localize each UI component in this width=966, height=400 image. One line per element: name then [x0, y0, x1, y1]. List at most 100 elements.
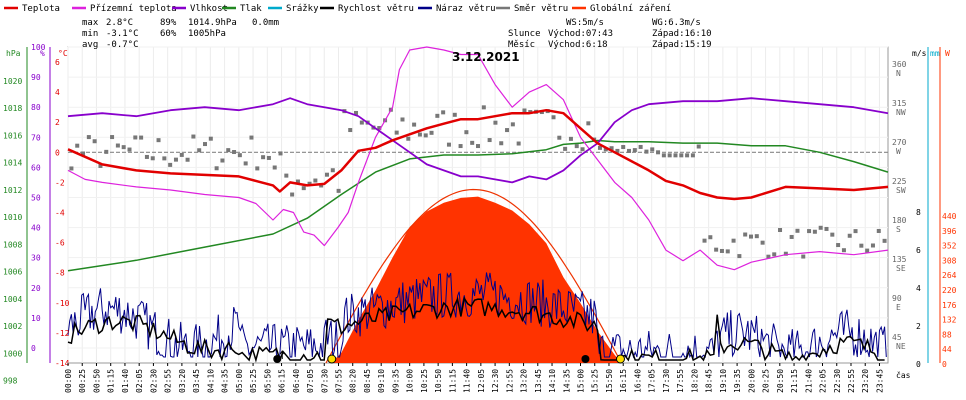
wind-dir-point	[760, 240, 765, 245]
wind-dir-point	[470, 140, 475, 145]
axis-label-mm: mm	[930, 49, 940, 58]
stat-max-temp: 2.8°C	[106, 18, 133, 28]
tick-direction: 360	[892, 60, 907, 69]
stat-sunset: Západ:16:10	[652, 29, 712, 39]
tick-direction: 45	[892, 333, 902, 342]
tick-w: 176	[942, 301, 957, 310]
wind-dir-point	[772, 252, 777, 257]
wind-dir-point	[597, 145, 602, 150]
tick-x: 06:40	[292, 369, 301, 393]
tick-x: 20:25	[762, 369, 771, 393]
tick-x: 17:30	[662, 369, 671, 393]
tick-x: 05:50	[263, 369, 272, 393]
tick-pct: 90	[31, 73, 41, 82]
tick-c: 0	[55, 148, 60, 157]
tick-hpa: 1004	[3, 295, 22, 304]
tick-x: 06:15	[278, 369, 287, 393]
tick-c: 4	[55, 88, 60, 97]
stat-moonrise: Východ:6:18	[548, 40, 608, 50]
wind-dir-point	[284, 173, 289, 178]
chart-title: 3.12.2021	[452, 50, 520, 64]
tick-hpa: 1012	[3, 186, 22, 195]
wind-dir-point	[661, 153, 666, 158]
tick-x: 11:40	[463, 369, 472, 393]
wind-dir-point	[324, 172, 329, 177]
wind-dir-point	[824, 226, 829, 231]
wind-dir-point	[789, 234, 794, 239]
wind-dir-point	[795, 228, 800, 233]
wind-dir-point	[708, 235, 713, 240]
wind-dir-point	[115, 143, 120, 148]
tick-hpa: 1016	[3, 131, 22, 140]
tick-w: 264	[942, 271, 957, 280]
stat-sun-label: Slunce	[508, 29, 541, 39]
legend-item: Náraz větru	[436, 4, 496, 14]
tick-c: -10	[55, 299, 70, 308]
wind-dir-point	[412, 122, 417, 127]
tick-pct: 30	[31, 254, 41, 263]
tick-hpa: 1000	[3, 349, 22, 358]
wind-dir-point	[754, 234, 759, 239]
tick-w: 132	[942, 316, 957, 325]
wind-dir-point	[295, 179, 300, 184]
wind-dir-point	[847, 233, 852, 238]
tick-w: 352	[942, 242, 957, 251]
tick-hpa: 1008	[3, 240, 22, 249]
wind-dir-point	[272, 165, 277, 170]
tick-hpa: 1010	[3, 213, 22, 222]
stat-rain: 0.0mm	[252, 18, 279, 28]
legend-item: Srážky	[286, 4, 319, 14]
tick-direction-letter: W	[896, 147, 901, 156]
wind-dir-point	[766, 254, 771, 259]
tick-pct: 20	[31, 284, 41, 293]
wind-dir-point	[673, 153, 678, 158]
tick-c: -6	[55, 239, 65, 248]
wind-dir-point	[690, 153, 695, 158]
stat-max-press: 1014.9hPa	[188, 18, 237, 28]
wind-dir-point	[580, 147, 585, 152]
wind-dir-point	[191, 134, 196, 139]
tick-x: 15:00	[577, 369, 586, 393]
legend-item: Přízemní teplota	[90, 4, 177, 14]
wind-dir-point	[86, 135, 91, 140]
tick-x: 23:20	[861, 369, 870, 393]
legend-item: Tlak	[240, 4, 262, 14]
stat-min-temp: -3.1°C	[106, 29, 139, 39]
wind-dir-point	[150, 156, 155, 161]
wind-dir-point	[586, 121, 591, 126]
tick-x: 20:50	[776, 369, 785, 393]
tick-hpa: 998	[3, 377, 18, 386]
wind-dir-point	[818, 225, 823, 230]
wind-dir-point	[348, 128, 353, 133]
wind-dir-point	[627, 148, 632, 153]
wind-dir-point	[127, 147, 132, 152]
wind-dir-point	[255, 166, 260, 171]
tick-direction: 315	[892, 99, 907, 108]
wind-dir-point	[185, 157, 190, 162]
wind-dir-point	[121, 145, 126, 150]
wind-dir-point	[696, 144, 701, 149]
tick-direction-letter: E	[896, 303, 901, 312]
wind-dir-point	[313, 178, 318, 183]
wind-dir-point	[69, 166, 74, 171]
tick-hpa: 1020	[3, 77, 22, 86]
tick-direction-letter: N	[896, 69, 901, 78]
tick-c: -8	[55, 269, 65, 278]
tick-x: 21:15	[790, 369, 799, 393]
tick-x: 01:15	[107, 369, 116, 393]
tick-c: -2	[55, 178, 65, 187]
wind-dir-point	[702, 238, 707, 243]
axis-label-w: W	[945, 49, 950, 58]
wind-dir-point	[836, 243, 841, 248]
wind-dir-point	[563, 146, 568, 151]
sunset-marker	[615, 354, 625, 364]
tick-x: 17:55	[676, 369, 685, 393]
tick-x: 15:50	[605, 369, 614, 393]
wind-dir-point	[359, 120, 364, 125]
tick-x: 04:35	[221, 369, 230, 393]
tick-direction: 225	[892, 177, 907, 186]
sunrise-marker	[327, 354, 337, 364]
wind-dir-point	[830, 232, 835, 237]
series-wind-gust	[67, 272, 887, 359]
